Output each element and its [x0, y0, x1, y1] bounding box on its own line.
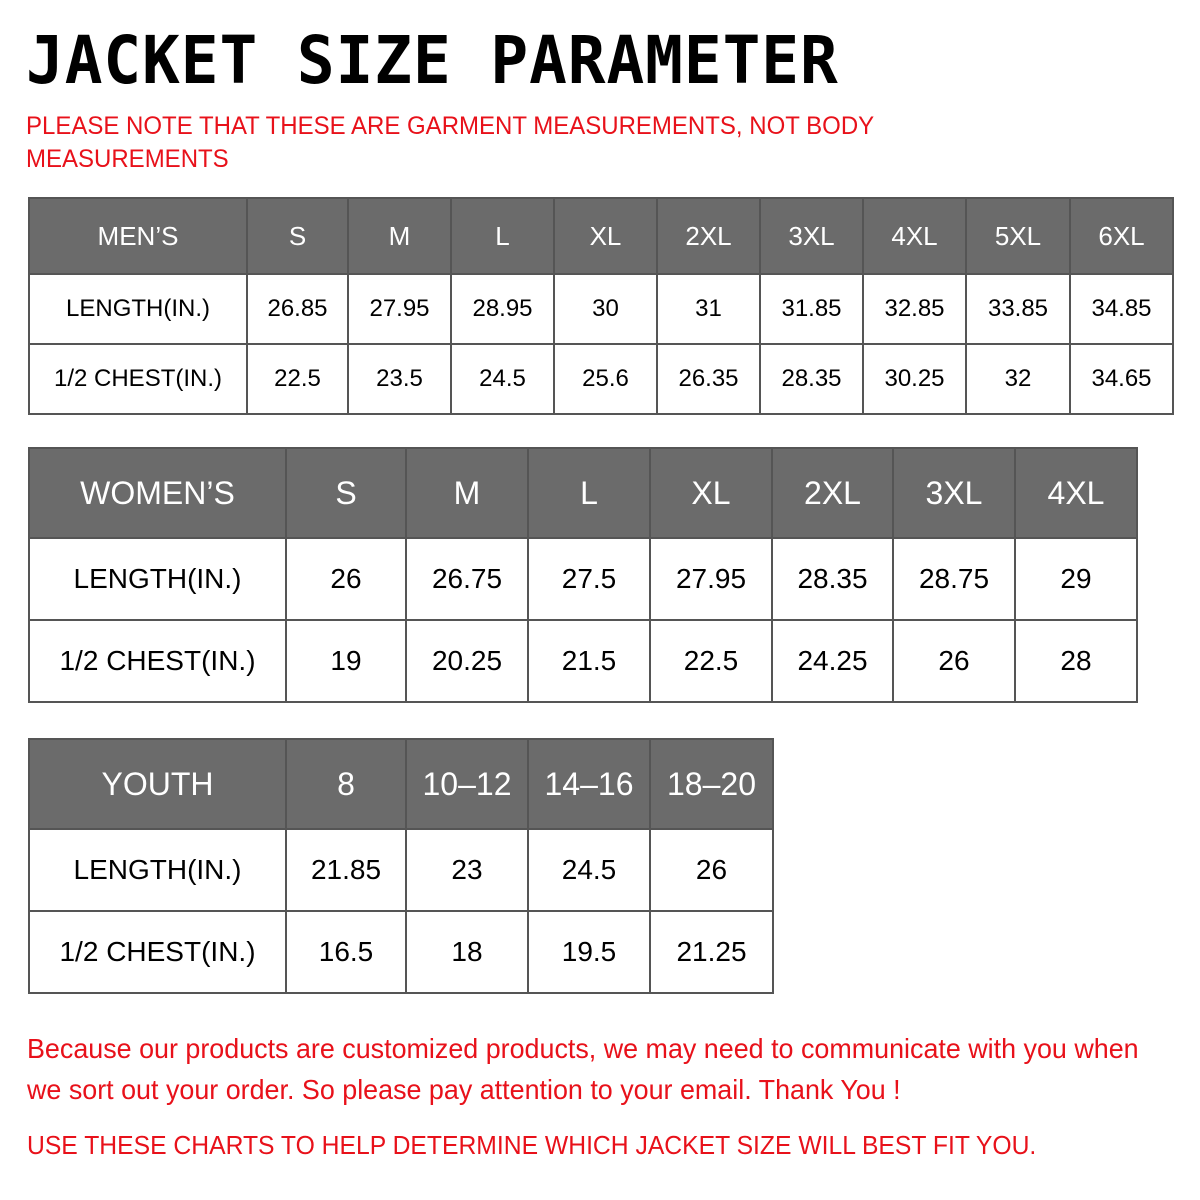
length-row-cell: 24.5	[527, 828, 651, 912]
length-row-cell: 28.35	[771, 537, 894, 621]
half-chest-row: 1/2 CHEST(IN.) 16.5 18 19.5 21.25	[28, 910, 774, 994]
half-chest-row-cell: 16.5	[285, 910, 407, 994]
length-row-cell: 27.5	[527, 537, 651, 621]
length-row-cell: 26.85	[246, 273, 349, 345]
half-chest-row-cell: 28	[1014, 619, 1138, 703]
half-chest-row-cell: 19.5	[527, 910, 651, 994]
length-row-cell: 32.85	[862, 273, 967, 345]
sizing-advice: USE THESE CHARTS TO HELP DETERMINE WHICH…	[27, 1130, 1037, 1160]
header-row-cell: 4XL	[862, 197, 967, 275]
half-chest-row-cell: 26.35	[656, 343, 761, 415]
length-row: LENGTH(IN.) 26.85 27.95 28.95 30 31 31.85 32.85…	[28, 273, 1174, 345]
half-chest-row-cell: 18	[405, 910, 529, 994]
length-row-cell: 26.75	[405, 537, 529, 621]
header-row-cell: 8	[285, 738, 407, 830]
length-row: LENGTH(IN.) 26 26.75 27.5 27.95 28.35 28.75 29	[28, 537, 1138, 621]
header-row-cell: 2XL	[656, 197, 761, 275]
length-row-cell: 30	[553, 273, 658, 345]
header-row-cell: 3XL	[892, 447, 1016, 539]
length-row-cell: 23	[405, 828, 529, 912]
half-chest-row-cell: 25.6	[553, 343, 658, 415]
half-chest-row-cell: 24.5	[450, 343, 555, 415]
half-chest-row-cell: 19	[285, 619, 407, 703]
half-chest-row-cell: 21.25	[649, 910, 774, 994]
length-row-label: LENGTH(IN.)	[28, 828, 287, 912]
header-row-cell: M	[347, 197, 452, 275]
half-chest-row-cell: 26	[892, 619, 1016, 703]
length-row-cell: 26	[649, 828, 774, 912]
length-row-cell: 33.85	[965, 273, 1071, 345]
half-chest-row-cell: 20.25	[405, 619, 529, 703]
header-row: MEN’S S M L XL 2XL 3XL 4XL 5XL 6XL	[28, 197, 1174, 275]
customization-message: Because our products are customized prod…	[27, 1033, 1139, 1105]
length-row-cell: 27.95	[649, 537, 773, 621]
half-chest-row: 1/2 CHEST(IN.) 19 20.25 21.5 22.5 24.25 26 28	[28, 619, 1138, 703]
page-title: JACKET SIZE PARAMETER	[26, 22, 839, 99]
header-row-cell: M	[405, 447, 529, 539]
womens-size-table: WOMEN’S S M L XL 2XL 3XL 4XL LENGTH(IN.) 26 26.75 2…	[28, 447, 1138, 703]
length-row-cell: 28.95	[450, 273, 555, 345]
length-row-cell: 28.75	[892, 537, 1016, 621]
length-row-cell: 31	[656, 273, 761, 345]
length-row-cell: 29	[1014, 537, 1138, 621]
length-row-cell: 31.85	[759, 273, 864, 345]
header-row: YOUTH 8 10–12 14–16 18–20	[28, 738, 774, 830]
header-row-cell: XL	[553, 197, 658, 275]
header-row-cell: 3XL	[759, 197, 864, 275]
header-row-cell: L	[450, 197, 555, 275]
measurement-note: PLEASE NOTE THAT THESE ARE GARMENT MEASU…	[26, 112, 874, 173]
half-chest-row-cell: 24.25	[771, 619, 894, 703]
header-row-cell: 2XL	[771, 447, 894, 539]
length-row-cell: 27.95	[347, 273, 452, 345]
half-chest-row-cell: 34.65	[1069, 343, 1174, 415]
header-row-cell: 10–12	[405, 738, 529, 830]
header-row: WOMEN’S S M L XL 2XL 3XL 4XL	[28, 447, 1138, 539]
header-row-cell: S	[246, 197, 349, 275]
header-row-cell: L	[527, 447, 651, 539]
mens-size-table: MEN’S S M L XL 2XL 3XL 4XL 5XL 6XL LENGTH(IN.) 26.8…	[28, 197, 1174, 415]
half-chest-row-cell: 23.5	[347, 343, 452, 415]
half-chest-row: 1/2 CHEST(IN.) 22.5 23.5 24.5 25.6 26.35 28.35…	[28, 343, 1174, 415]
header-row-cell: 6XL	[1069, 197, 1174, 275]
youth-size-table: YOUTH 8 10–12 14–16 18–20 LENGTH(IN.) 21.85 23 2…	[28, 738, 774, 994]
half-chest-row-label: 1/2 CHEST(IN.)	[28, 619, 287, 703]
length-row-cell: 34.85	[1069, 273, 1174, 345]
half-chest-row-cell: 21.5	[527, 619, 651, 703]
header-row-cell: 14–16	[527, 738, 651, 830]
header-row-cell: 18–20	[649, 738, 774, 830]
half-chest-row-cell: 32	[965, 343, 1071, 415]
header-row-cell: XL	[649, 447, 773, 539]
half-chest-row-label: 1/2 CHEST(IN.)	[28, 343, 248, 415]
header-row-cell: S	[285, 447, 407, 539]
length-row-label: LENGTH(IN.)	[28, 537, 287, 621]
half-chest-row-cell: 22.5	[649, 619, 773, 703]
half-chest-row-cell: 28.35	[759, 343, 864, 415]
header-row-cell: 4XL	[1014, 447, 1138, 539]
header-row-cell: 5XL	[965, 197, 1071, 275]
header-row-label: MEN’S	[28, 197, 248, 275]
half-chest-row-cell: 22.5	[246, 343, 349, 415]
header-row-label: YOUTH	[28, 738, 287, 830]
half-chest-row-label: 1/2 CHEST(IN.)	[28, 910, 287, 994]
header-row-label: WOMEN’S	[28, 447, 287, 539]
length-row-cell: 26	[285, 537, 407, 621]
length-row: LENGTH(IN.) 21.85 23 24.5 26	[28, 828, 774, 912]
length-row-label: LENGTH(IN.)	[28, 273, 248, 345]
half-chest-row-cell: 30.25	[862, 343, 967, 415]
length-row-cell: 21.85	[285, 828, 407, 912]
